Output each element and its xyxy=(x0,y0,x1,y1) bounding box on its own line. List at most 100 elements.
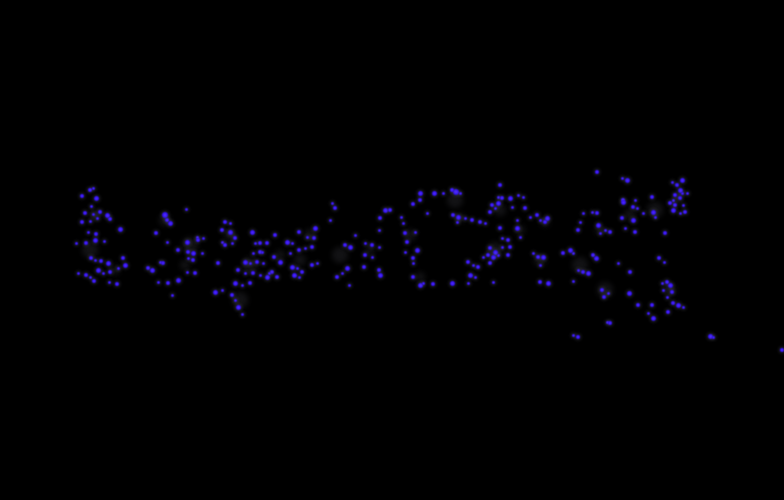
particle-dot xyxy=(161,261,165,265)
particle-dot xyxy=(685,191,689,195)
particle-dot xyxy=(431,190,437,196)
particle-dot xyxy=(295,266,299,270)
particle-dot xyxy=(362,265,366,269)
halo-smudge xyxy=(294,254,306,266)
particle-dot xyxy=(117,226,123,232)
particle-dot xyxy=(297,230,301,234)
particle-dot xyxy=(166,281,170,285)
particle-dot xyxy=(156,280,160,284)
particle-dot xyxy=(523,206,527,210)
particle-dot xyxy=(267,271,271,275)
particle-dot xyxy=(636,303,640,307)
particle-dot xyxy=(653,215,657,219)
particle-dot xyxy=(86,230,90,234)
particle-dot xyxy=(496,253,500,257)
particle-dot xyxy=(105,260,111,266)
particle-dot xyxy=(370,255,374,259)
particle-dot xyxy=(466,281,470,285)
particle-dot xyxy=(576,228,580,232)
particle-dot xyxy=(571,251,575,255)
particle-dot xyxy=(495,200,501,206)
particle-dot xyxy=(121,256,125,260)
particle-dot xyxy=(425,211,429,215)
particle-dot xyxy=(661,288,665,292)
particle-dot xyxy=(538,280,542,284)
particle-dot xyxy=(471,263,475,267)
particle-dot xyxy=(347,283,351,287)
particle-dot xyxy=(297,275,301,279)
particle-dot xyxy=(514,225,520,231)
particle-dot xyxy=(401,221,405,225)
particle-dot xyxy=(230,241,234,245)
particle-dot xyxy=(507,195,513,201)
particle-dot xyxy=(665,280,669,284)
particle-dot xyxy=(220,288,224,292)
halo-smudge xyxy=(332,247,348,263)
particle-dot xyxy=(616,261,620,265)
particle-dot xyxy=(631,205,635,209)
particle-dot xyxy=(506,253,510,257)
particle-dot xyxy=(347,244,353,250)
particle-dot xyxy=(165,218,169,222)
particle-dot xyxy=(496,195,500,199)
particle-dot xyxy=(260,250,264,254)
particle-dot xyxy=(89,204,93,208)
particle-dot xyxy=(411,261,415,265)
particle-dot xyxy=(88,188,92,192)
particle-dot xyxy=(635,206,639,210)
particle-dot xyxy=(540,254,546,260)
particle-dot xyxy=(243,271,247,275)
particle-dot xyxy=(633,230,637,234)
particle-dot xyxy=(170,293,174,297)
particle-dot xyxy=(623,226,627,230)
particle-dot xyxy=(399,215,403,219)
particle-dot xyxy=(679,177,685,183)
particle-dot xyxy=(382,207,388,213)
particle-dot xyxy=(516,193,520,197)
particle-dot xyxy=(518,235,522,239)
particle-dot xyxy=(633,198,637,202)
particle-dot xyxy=(602,295,606,299)
particle-dot xyxy=(576,335,580,339)
particle-dot xyxy=(104,212,110,218)
particle-dot xyxy=(450,188,454,192)
particle-dot xyxy=(413,230,417,234)
particle-dot xyxy=(94,232,98,236)
particle-dot xyxy=(344,265,350,271)
particle-dot xyxy=(146,266,150,270)
particle-dot xyxy=(608,230,612,234)
particle-dot xyxy=(310,245,314,249)
particle-dot xyxy=(312,236,316,240)
particle-dot xyxy=(488,210,492,214)
particle-dot xyxy=(620,199,626,205)
particle-dot xyxy=(431,282,435,286)
halo-smudge xyxy=(447,192,463,208)
particle-dot xyxy=(500,196,504,200)
particle-dot xyxy=(531,251,535,255)
particle-dot xyxy=(184,207,188,211)
particle-dot xyxy=(595,222,601,228)
particle-dot xyxy=(463,216,467,220)
particle-dot xyxy=(683,210,687,214)
particle-dot xyxy=(116,266,120,270)
particle-dot xyxy=(275,275,279,279)
particle-dot xyxy=(493,206,497,210)
particle-dot xyxy=(671,301,675,305)
particle-dot xyxy=(377,228,381,232)
particle-dot xyxy=(240,312,244,316)
particle-dot xyxy=(603,228,607,232)
particle-dot xyxy=(628,270,632,274)
halo-smudge xyxy=(404,229,416,241)
particle-dot xyxy=(660,281,664,285)
particle-dot xyxy=(666,310,670,314)
particle-dot xyxy=(115,282,119,286)
particle-dot xyxy=(605,320,609,324)
particle-dot xyxy=(95,267,101,273)
particle-dot xyxy=(561,251,565,255)
particle-dot xyxy=(195,235,199,239)
particle-dot xyxy=(289,264,295,270)
particle-dot xyxy=(581,270,585,274)
particle-dot xyxy=(571,333,575,337)
particle-dot xyxy=(89,256,93,260)
